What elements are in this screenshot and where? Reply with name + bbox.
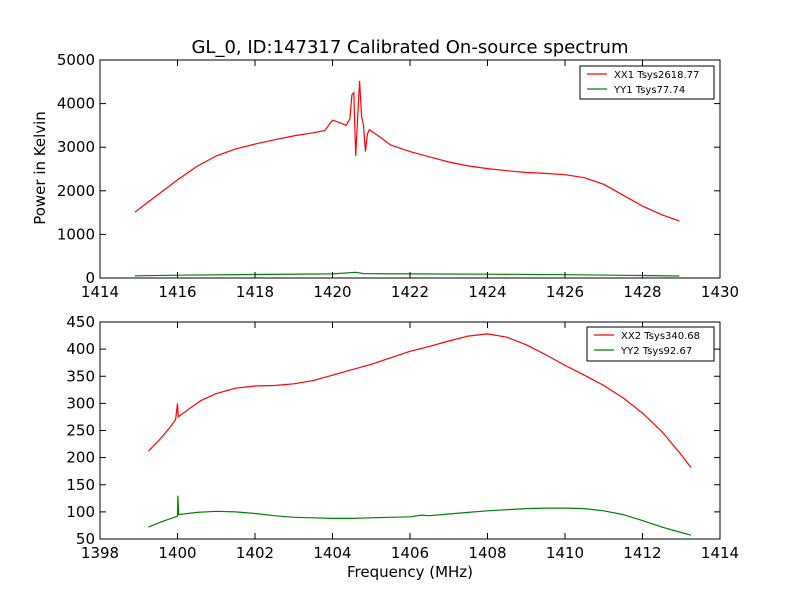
y-tick-label: 2000 [57,182,95,200]
bottom-panel: 1398 1400 1402 1404 1406 1408 1410 1412 1414 50 10… [66,313,739,562]
y-tick-label: 50 [76,530,95,548]
y-tick-label: 0 [85,269,95,287]
x-tick-label: 1418 [236,283,274,301]
y-tick-label: 1000 [57,225,95,243]
x-tick-label: 1430 [701,283,739,301]
series-line-xx [134,80,680,222]
x-tick-label: 1400 [158,544,196,562]
x-tick-label: 1424 [468,283,506,301]
series-line-xx [147,333,692,468]
legend-box [579,65,715,100]
x-tick-label: 1426 [546,283,584,301]
x-tick-label: 1410 [546,544,584,562]
x-tick-label: 1420 [313,283,351,301]
y-tick-label: 450 [66,313,95,331]
x-axis-label: Frequency (MHz) [347,563,473,581]
y-tick-label: 3000 [57,138,95,156]
x-tick-label: 1412 [623,544,661,562]
y-tick-label: 150 [66,476,95,494]
legend: XX2 Tsys340.68 YY2 Tsys92.67 [586,326,715,362]
x-tick-label: 1406 [391,544,429,562]
x-tick-label: 1422 [391,283,429,301]
y-tick-label: 250 [66,422,95,440]
series-line-yy [148,495,692,536]
series-line-yy [134,271,680,277]
y-tick-label: 100 [66,503,95,521]
y-tick-label: 400 [66,340,95,358]
y-tick-label: 4000 [57,95,95,113]
legend-box [586,326,715,362]
legend: XX1 Tsys2618.77 YY1 Tsys77.74 [579,65,715,100]
y-tick-label: 200 [66,449,95,467]
x-tick-label: 1404 [313,544,351,562]
legend-label: XX1 Tsys2618.77 [614,70,699,81]
x-tick-label: 1408 [468,544,506,562]
x-tick-label: 1416 [158,283,196,301]
y-tick-label: 5000 [57,51,95,69]
chart-title: GL_0, ID:147317 Calibrated On-source spe… [191,37,628,58]
legend-label: XX2 Tsys340.68 [621,331,700,342]
x-tick-label: 1414 [701,544,739,562]
x-tick-label: 1428 [623,283,661,301]
top-panel: 1414 1416 1418 1420 1422 1424 1426 1428 1430 0 100… [57,51,739,301]
x-tick-label: 1402 [236,544,274,562]
x-tick-label: 1414 [81,283,119,301]
legend-label: YY1 Tsys77.74 [613,85,685,96]
legend-label: YY2 Tsys92.67 [620,346,692,357]
y-tick-label: 300 [66,394,95,412]
x-tick-label: 1398 [81,544,119,562]
y-tick-label: 350 [66,367,95,385]
y-axis-label: Power in Kelvin [31,111,49,225]
